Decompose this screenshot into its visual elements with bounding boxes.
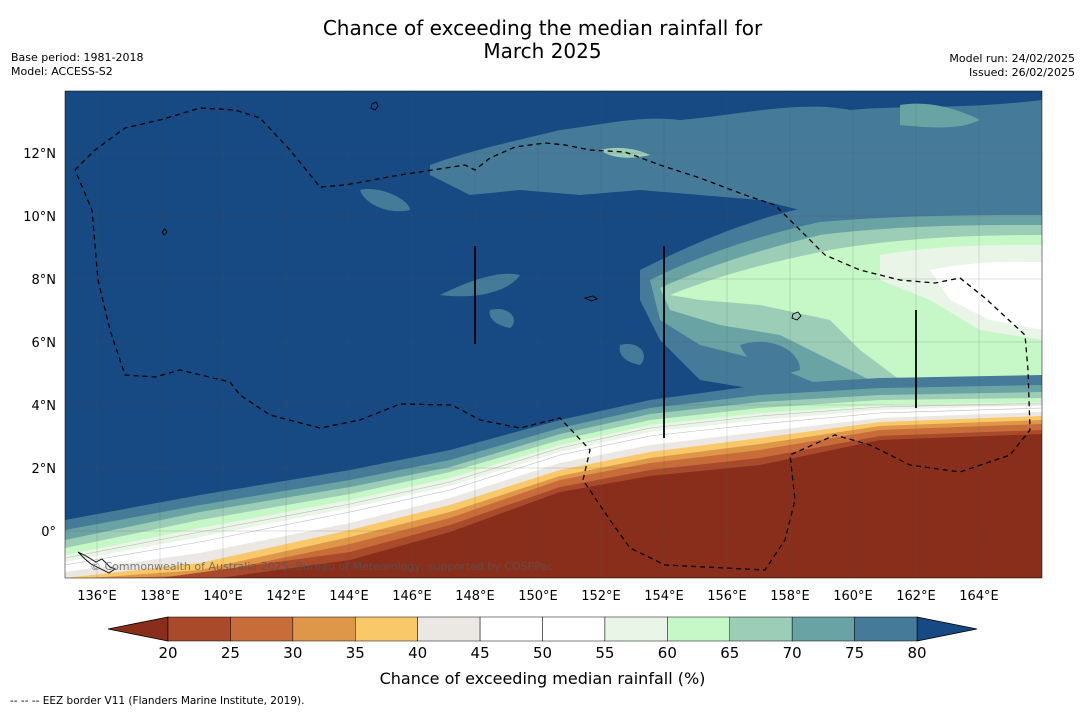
lon-tick: 160°E <box>833 589 873 604</box>
lat-tick: 4°N <box>32 399 57 414</box>
lat-tick: 10°N <box>23 210 56 225</box>
colorbar-cell <box>729 616 793 642</box>
colorbar-cell <box>542 616 606 642</box>
colorbar-tick-label: 35 <box>346 644 365 662</box>
issued-date: Issued: 26/02/2025 <box>968 66 1075 79</box>
colorbar-tick-label: 40 <box>408 644 427 662</box>
lon-tick: 152°E <box>581 589 621 604</box>
colorbar-cell <box>604 616 668 642</box>
lon-tick: 146°E <box>392 589 432 604</box>
colorbar: 20 25 30 35 40 45 50 55 60 65 70 75 80 <box>107 616 978 662</box>
map-title-line2: March 2025 <box>483 39 602 63</box>
colorbar-tick-label: 50 <box>533 644 552 662</box>
lon-tick: 150°E <box>518 589 558 604</box>
colorbar-cell <box>417 616 481 642</box>
colorbar-cell <box>479 616 543 642</box>
map-title-line1: Chance of exceeding the median rainfall … <box>322 16 763 40</box>
colorbar-tick-label: 55 <box>595 644 614 662</box>
lon-tick: 148°E <box>455 589 495 604</box>
field-75-north <box>430 100 1042 220</box>
lon-tick: 164°E <box>959 589 999 604</box>
lon-tick: 162°E <box>896 589 936 604</box>
colorbar-tick-label: 45 <box>471 644 490 662</box>
lon-tick: 158°E <box>770 589 810 604</box>
lat-tick: 12°N <box>23 147 56 162</box>
colorbar-cell <box>230 616 294 642</box>
meta-left: Base period: 1981-2018 Model: ACCESS-S2 <box>11 51 143 79</box>
lat-axis-labels: 12°N 10°N 8°N 6°N 4°N 2°N 0° <box>23 147 56 540</box>
map-frame <box>64 90 1043 579</box>
lon-tick: 156°E <box>707 589 747 604</box>
colorbar-cell <box>667 616 730 642</box>
colorbar-below-arrow <box>107 616 169 642</box>
base-period: Base period: 1981-2018 <box>11 51 144 64</box>
colorbar-tick-label: 80 <box>907 644 926 662</box>
lat-tick: 2°N <box>32 462 57 477</box>
colorbar-label: Chance of exceeding median rainfall (%) <box>379 669 706 688</box>
colorbar-cell <box>167 616 231 642</box>
map-plot-area: © Commonwealth of Australia 2025, Bureau… <box>65 91 1042 578</box>
colorbar-cell <box>854 616 918 642</box>
colorbar-cell <box>355 616 418 642</box>
model-name: Model: ACCESS-S2 <box>11 65 113 78</box>
lat-tick: 6°N <box>32 336 57 351</box>
colorbar-tick-label: 70 <box>783 644 802 662</box>
meta-right: Model run: 24/02/2025 Issued: 26/02/2025 <box>949 52 1075 80</box>
lat-tick: 0° <box>41 525 56 540</box>
boundary-lines <box>474 246 917 438</box>
colorbar-cell <box>292 616 356 642</box>
colorbar-tick-label: 75 <box>845 644 864 662</box>
lon-tick: 138°E <box>140 589 180 604</box>
graticule <box>65 91 1042 578</box>
lon-tick: 144°E <box>329 589 369 604</box>
colorbar-tick-label: 60 <box>658 644 677 662</box>
colorbar-tick-label: 30 <box>283 644 302 662</box>
copyright-text: © Commonwealth of Australia 2025, Bureau… <box>90 560 553 573</box>
colorbar-tick-label: 25 <box>221 644 240 662</box>
model-run: Model run: 24/02/2025 <box>949 52 1075 65</box>
islands <box>77 101 802 574</box>
lat-tick: 8°N <box>32 273 57 288</box>
eez-legend-note: -- -- -- EEZ border V11 (Flanders Marine… <box>10 695 305 707</box>
colorbar-tick-label: 65 <box>720 644 739 662</box>
lon-tick: 140°E <box>203 589 243 604</box>
colorbar-above-arrow <box>916 616 978 642</box>
lon-axis-labels: 136°E 138°E 140°E 142°E 144°E 146°E 148°… <box>77 589 999 604</box>
colorbar-tick-label: 20 <box>158 644 177 662</box>
lon-tick: 154°E <box>644 589 684 604</box>
lon-tick: 142°E <box>266 589 306 604</box>
lon-tick: 136°E <box>77 589 117 604</box>
eez-borders <box>74 107 1031 571</box>
colorbar-cell <box>791 616 855 642</box>
